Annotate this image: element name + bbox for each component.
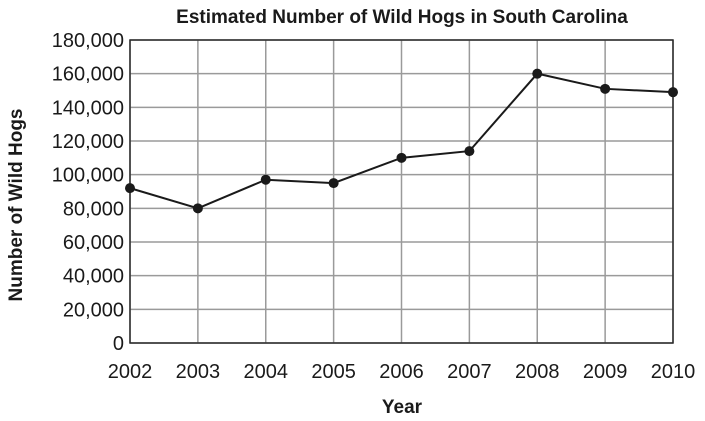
data-point-2003 [192, 203, 203, 214]
y-tick-labels: 0 20,000 40,000 60,000 80,000 100,000 120,000 1… [52, 30, 124, 355]
y-tick-label: 0 [113, 333, 124, 355]
data-point-2005 [328, 178, 339, 189]
y-tick-label: 80,000 [63, 198, 124, 220]
y-tick-label: 140,000 [52, 97, 124, 119]
y-tick-label: 40,000 [63, 266, 124, 288]
chart-title: Estimated Number of Wild Hogs in South C… [176, 7, 628, 28]
y-tick-label: 20,000 [63, 299, 124, 321]
x-tick-label: 2009 [583, 361, 628, 383]
x-axis-label: Year [382, 397, 423, 418]
data-point-2009 [600, 83, 611, 94]
data-point-2008 [532, 68, 543, 79]
y-tick-label: 100,000 [52, 165, 124, 187]
x-tick-labels: 2002 2003 2004 2005 2006 2007 2008 2009 2010 [108, 361, 696, 383]
y-tick-label: 160,000 [52, 64, 124, 86]
x-tick-label: 2008 [515, 361, 560, 383]
y-axis-label: Number of Wild Hogs [6, 109, 27, 302]
data-point-2007 [464, 146, 475, 157]
y-tick-label: 180,000 [52, 30, 124, 52]
x-tick-label: 2005 [311, 361, 356, 383]
x-tick-label: 2004 [244, 361, 289, 383]
data-point-2002 [125, 183, 135, 194]
x-tick-label: 2007 [447, 361, 492, 383]
x-tick-label: 2006 [379, 361, 424, 383]
data-point-2006 [396, 152, 407, 163]
y-tick-label: 120,000 [52, 131, 124, 153]
x-tick-label: 2002 [108, 361, 153, 383]
data-point-2010 [668, 87, 678, 98]
data-point-2004 [260, 174, 271, 185]
y-tick-label: 60,000 [63, 232, 124, 254]
x-tick-label: 2010 [651, 361, 696, 383]
series-wild-hogs [125, 68, 678, 214]
x-tick-label: 2003 [176, 361, 221, 383]
